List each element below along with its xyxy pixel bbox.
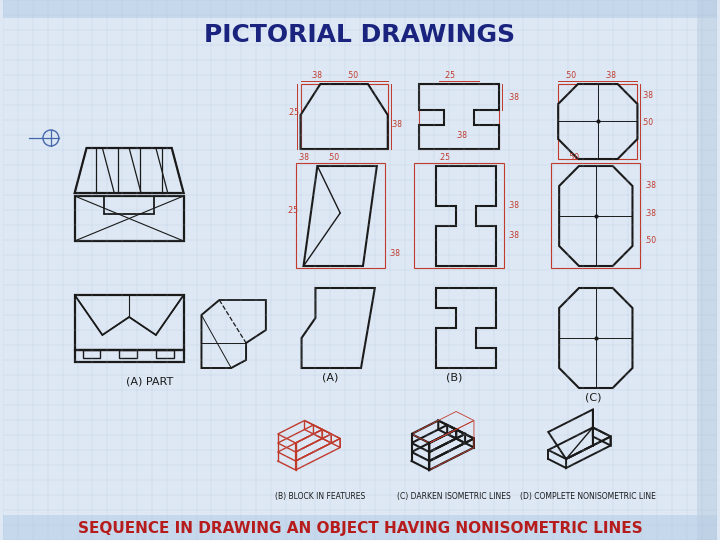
- Bar: [697, 0, 716, 540]
- Text: (C) DARKEN ISOMETRIC LINES: (C) DARKEN ISOMETRIC LINES: [397, 492, 511, 502]
- Bar: [296, 163, 384, 268]
- Bar: [75, 295, 184, 350]
- Text: .38: .38: [603, 71, 616, 80]
- Text: (A) PART: (A) PART: [126, 377, 174, 387]
- Bar: [156, 350, 174, 358]
- Bar: [75, 350, 184, 362]
- Bar: [420, 84, 499, 149]
- Bar: [4, 515, 716, 540]
- Text: .38: .38: [507, 93, 518, 102]
- Text: (D) COMPLETE NONISOMETRIC LINE: (D) COMPLETE NONISOMETRIC LINE: [520, 492, 656, 502]
- Text: .25: .25: [438, 153, 450, 162]
- Text: .38: .38: [297, 153, 310, 162]
- Bar: [552, 163, 640, 268]
- Bar: [558, 84, 637, 159]
- Text: PICTORIAL DRAWINGS: PICTORIAL DRAWINGS: [204, 23, 516, 47]
- Text: .38: .38: [507, 201, 518, 210]
- Bar: [300, 84, 388, 149]
- Text: .25: .25: [287, 108, 299, 117]
- Text: .50: .50: [644, 236, 657, 245]
- Text: .38: .38: [388, 249, 400, 258]
- Bar: [75, 196, 184, 241]
- Bar: [104, 196, 154, 214]
- Text: .38: .38: [644, 209, 657, 218]
- Text: .25: .25: [444, 71, 455, 80]
- Text: (B) BLOCK IN FEATURES: (B) BLOCK IN FEATURES: [275, 492, 366, 502]
- Bar: [83, 350, 100, 358]
- Text: .50: .50: [328, 153, 339, 162]
- Bar: [415, 163, 504, 268]
- Text: .50: .50: [642, 118, 654, 127]
- Bar: [120, 350, 137, 358]
- Text: .38: .38: [507, 231, 518, 240]
- Text: .38: .38: [642, 91, 653, 100]
- Text: (B): (B): [446, 373, 462, 383]
- Text: (C): (C): [585, 393, 601, 403]
- Text: (A): (A): [322, 373, 338, 383]
- Text: .38: .38: [455, 131, 467, 140]
- Bar: [4, 0, 716, 18]
- Text: .50: .50: [567, 153, 579, 162]
- Text: .38: .38: [644, 181, 657, 190]
- Text: .38: .38: [310, 71, 323, 80]
- Text: .25: .25: [286, 206, 297, 215]
- Text: .38: .38: [390, 120, 402, 129]
- Text: .50: .50: [564, 71, 576, 80]
- Text: SEQUENCE IN DRAWING AN OBJECT HAVING NONISOMETRIC LINES: SEQUENCE IN DRAWING AN OBJECT HAVING NON…: [78, 521, 642, 536]
- Text: .50: .50: [346, 71, 358, 80]
